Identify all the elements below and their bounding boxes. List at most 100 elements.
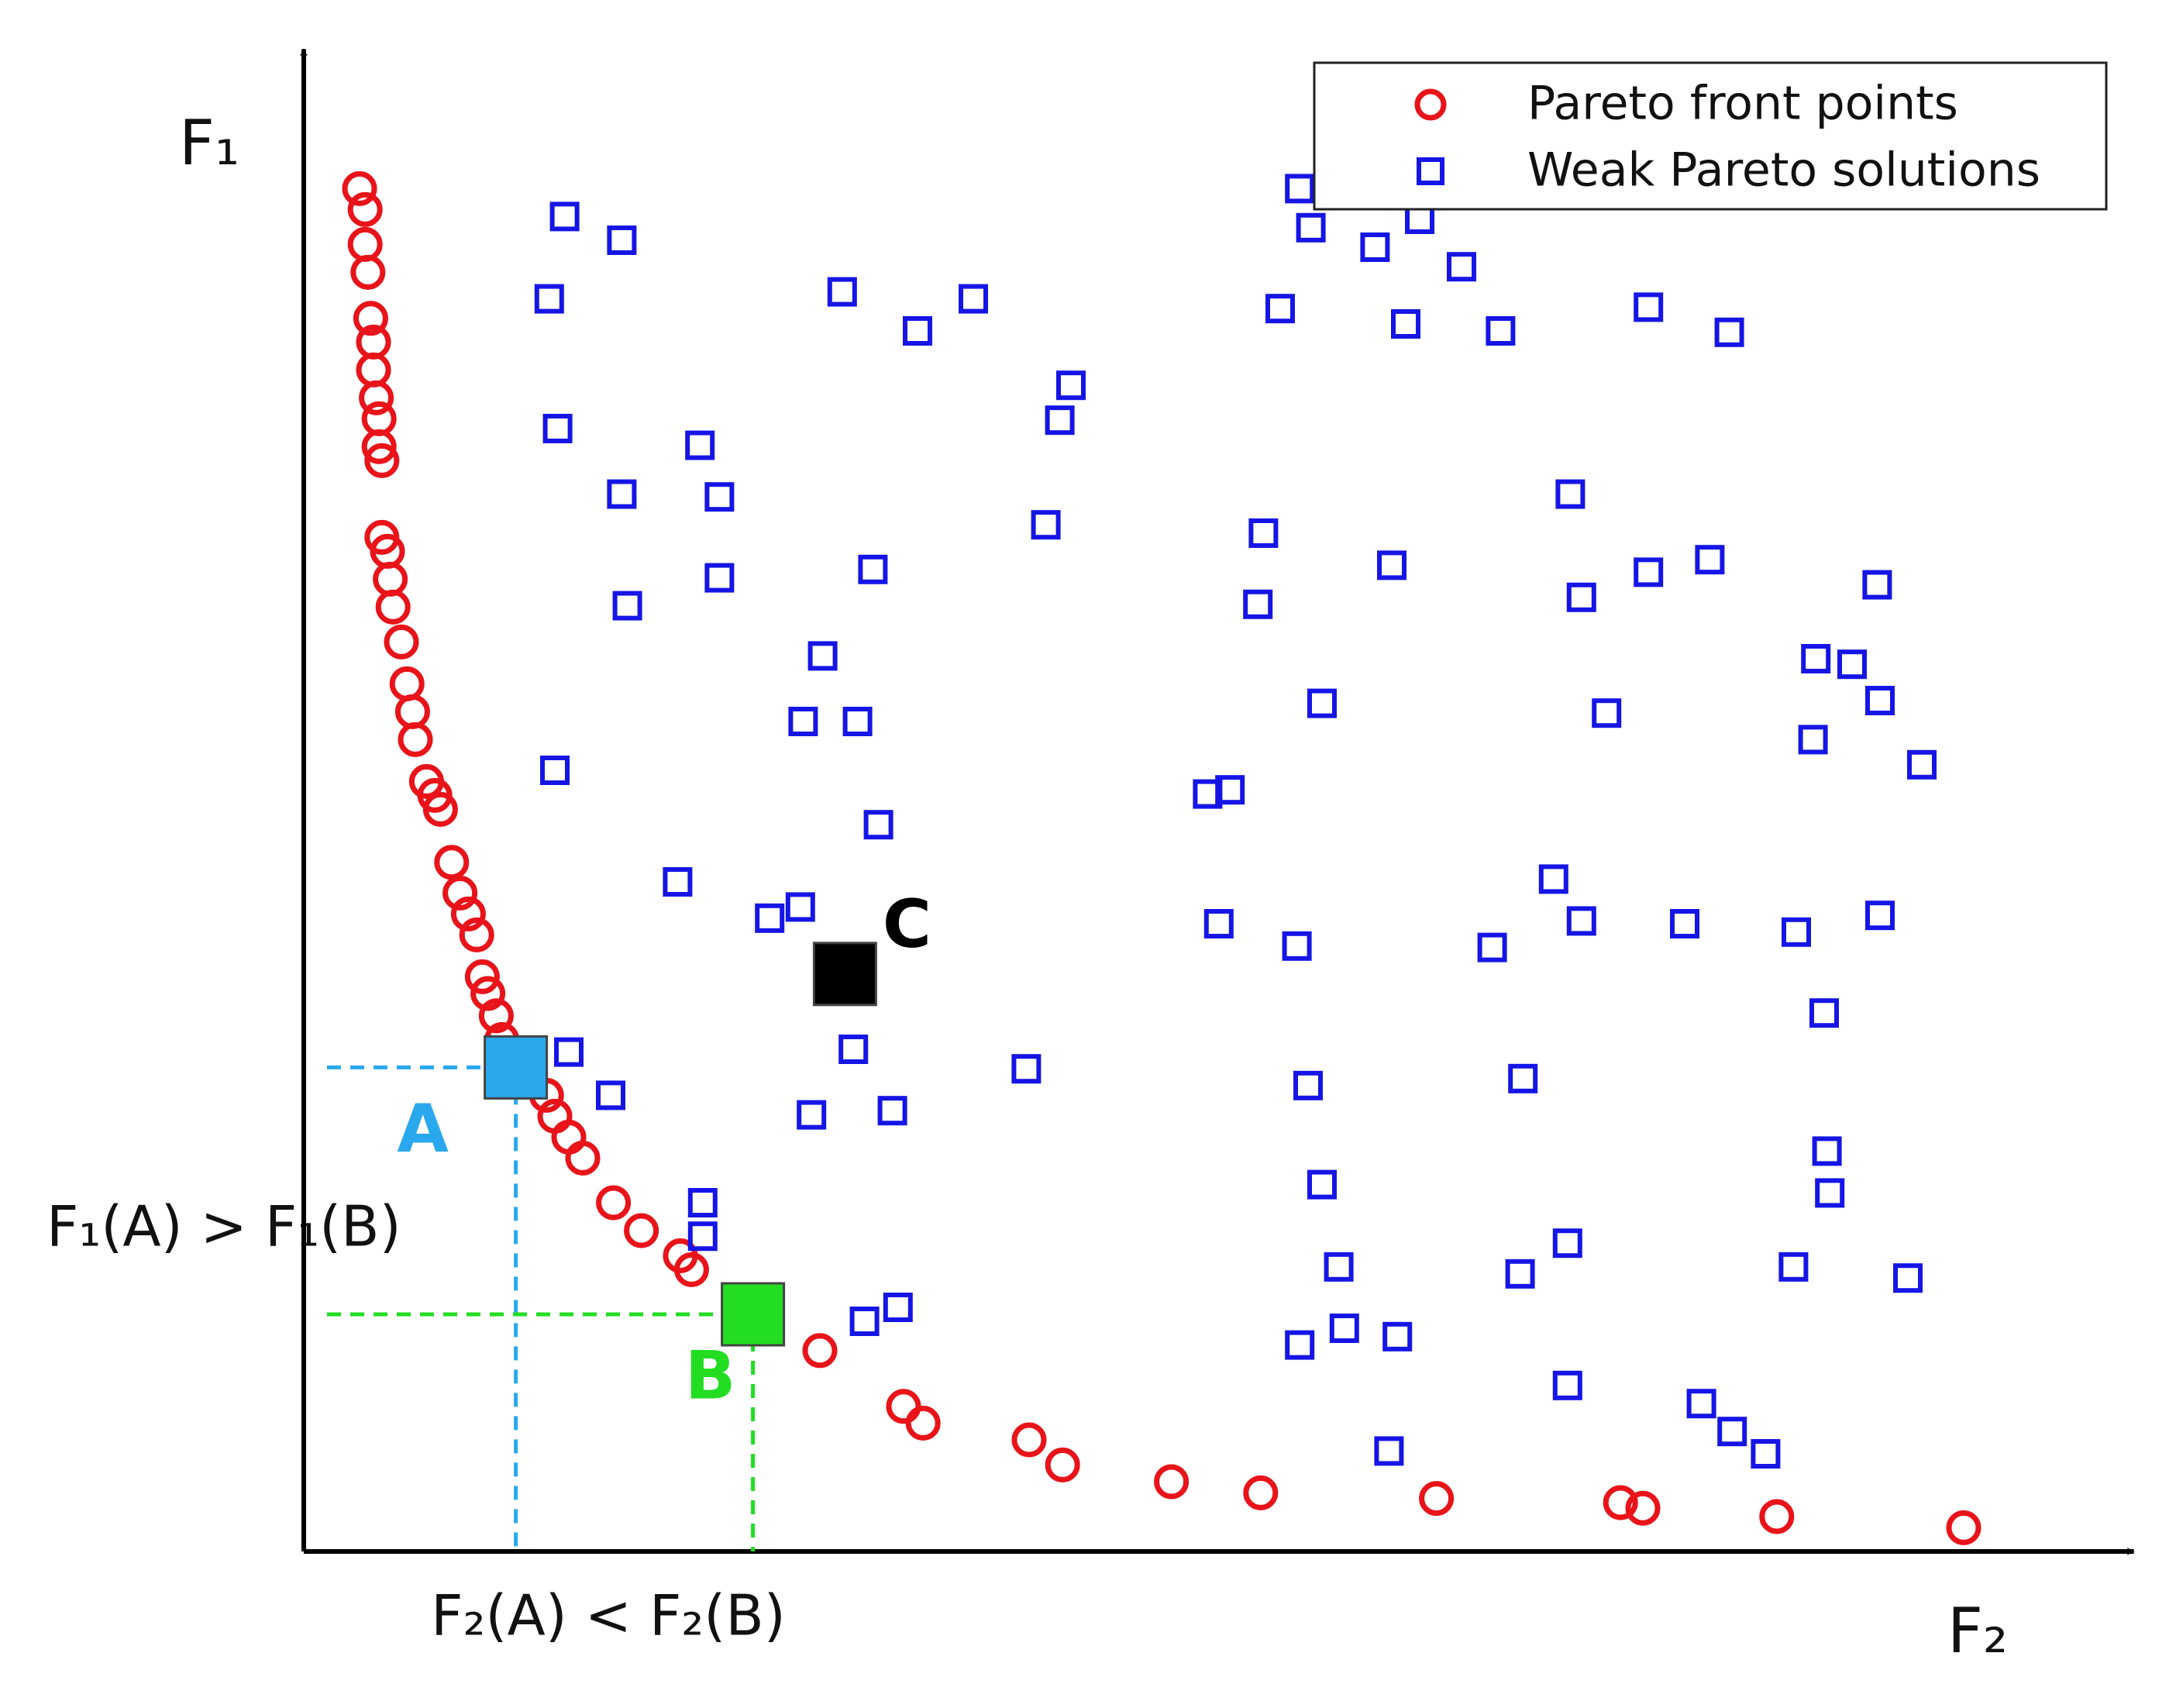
weak-point xyxy=(1377,550,1406,580)
pareto-point xyxy=(459,917,494,952)
weak-point xyxy=(1695,545,1725,575)
pareto-point xyxy=(347,191,383,227)
weak-point xyxy=(1285,174,1315,204)
weak-point xyxy=(1778,1252,1809,1282)
weak-point xyxy=(1508,1063,1538,1093)
pareto-point xyxy=(1946,1510,1981,1545)
weak-point xyxy=(1282,931,1312,961)
weak-point xyxy=(1862,570,1892,600)
legend-label: Weak Pareto solutions xyxy=(1527,143,2040,198)
weak-point xyxy=(1505,1259,1535,1289)
weak-point xyxy=(1265,294,1295,324)
weak-point xyxy=(687,1221,718,1252)
legend-marker xyxy=(1414,88,1447,121)
weak-point xyxy=(542,414,573,443)
legend-box xyxy=(1313,61,2108,211)
pareto-point xyxy=(359,380,394,415)
pareto-point xyxy=(361,429,397,464)
weak-point xyxy=(1865,686,1895,715)
weak-point xyxy=(1056,370,1086,401)
weak-point xyxy=(883,1293,913,1322)
weak-point xyxy=(1538,864,1568,894)
weak-point xyxy=(877,1096,907,1126)
pareto-point xyxy=(450,896,486,931)
pareto-point xyxy=(464,959,500,994)
pareto-point xyxy=(398,721,433,757)
weak-point xyxy=(849,1307,880,1336)
highlight-point xyxy=(812,942,877,1007)
weak-point xyxy=(1360,232,1390,262)
y-axis-label: F₁ xyxy=(179,107,239,179)
weak-point xyxy=(1566,906,1596,936)
pareto-point xyxy=(1154,1464,1190,1500)
weak-point xyxy=(1865,900,1895,931)
weak-point xyxy=(607,226,637,255)
weak-point xyxy=(1634,292,1664,322)
pareto-point xyxy=(1625,1490,1661,1526)
pareto-point xyxy=(624,1213,659,1248)
weak-point xyxy=(1782,917,1811,947)
weak-point xyxy=(1011,1054,1042,1084)
weak-point xyxy=(838,1035,869,1064)
weak-point xyxy=(687,1188,718,1217)
weak-point xyxy=(1670,909,1699,938)
pareto-point xyxy=(905,1405,941,1441)
pareto-point xyxy=(364,442,400,478)
pareto-point xyxy=(356,352,391,387)
pareto-point xyxy=(350,254,386,290)
x-axis-label: F₂ xyxy=(1947,1595,2008,1667)
weak-point xyxy=(1307,1169,1337,1200)
pareto-point xyxy=(470,976,506,1011)
weak-point xyxy=(1285,1330,1315,1360)
weak-point xyxy=(807,641,838,671)
weak-point xyxy=(1893,1263,1923,1293)
pareto-point xyxy=(353,301,388,336)
pareto-point xyxy=(478,998,514,1034)
weak-point xyxy=(685,430,715,460)
weak-point xyxy=(1837,649,1867,680)
weak-point xyxy=(1798,725,1828,755)
weak-point xyxy=(704,482,735,512)
weak-point xyxy=(903,316,932,346)
weak-point xyxy=(1243,589,1273,619)
weak-point xyxy=(1324,1252,1354,1282)
pareto-point xyxy=(361,401,397,436)
weak-point xyxy=(1801,644,1831,673)
pareto-point xyxy=(375,589,411,625)
weak-point xyxy=(704,563,735,593)
weak-point xyxy=(549,201,580,232)
pareto-point xyxy=(673,1252,709,1287)
weak-point xyxy=(1552,1370,1582,1400)
pareto-point xyxy=(1045,1447,1080,1482)
weak-point xyxy=(1907,749,1937,780)
weak-point xyxy=(1812,1136,1842,1166)
weak-point xyxy=(1045,405,1075,436)
weak-point xyxy=(1382,1321,1413,1352)
weak-point xyxy=(607,479,637,509)
weak-point xyxy=(1717,1417,1747,1447)
point-label: A xyxy=(397,1090,449,1168)
weak-point xyxy=(1329,1314,1359,1343)
weak-point xyxy=(755,903,785,933)
point-label: C xyxy=(883,886,931,963)
weak-point xyxy=(534,284,564,314)
weak-point xyxy=(540,756,570,785)
weak-point xyxy=(1751,1439,1781,1469)
pareto-point xyxy=(434,845,470,880)
weak-point xyxy=(797,1100,827,1130)
pareto-point xyxy=(394,694,430,729)
pareto-point xyxy=(1603,1485,1638,1520)
pareto-point xyxy=(1243,1475,1279,1510)
point-label: B xyxy=(685,1337,736,1414)
weak-point xyxy=(785,892,815,922)
weak-point xyxy=(1477,932,1507,962)
pareto-point xyxy=(384,624,419,659)
pareto-point xyxy=(347,226,383,262)
pareto-point xyxy=(422,791,458,827)
pareto-point xyxy=(342,170,377,206)
weak-point xyxy=(863,810,893,840)
weak-point xyxy=(1215,775,1245,805)
weak-point xyxy=(596,1080,625,1111)
weak-point xyxy=(612,591,642,621)
pareto-point xyxy=(1419,1481,1455,1517)
